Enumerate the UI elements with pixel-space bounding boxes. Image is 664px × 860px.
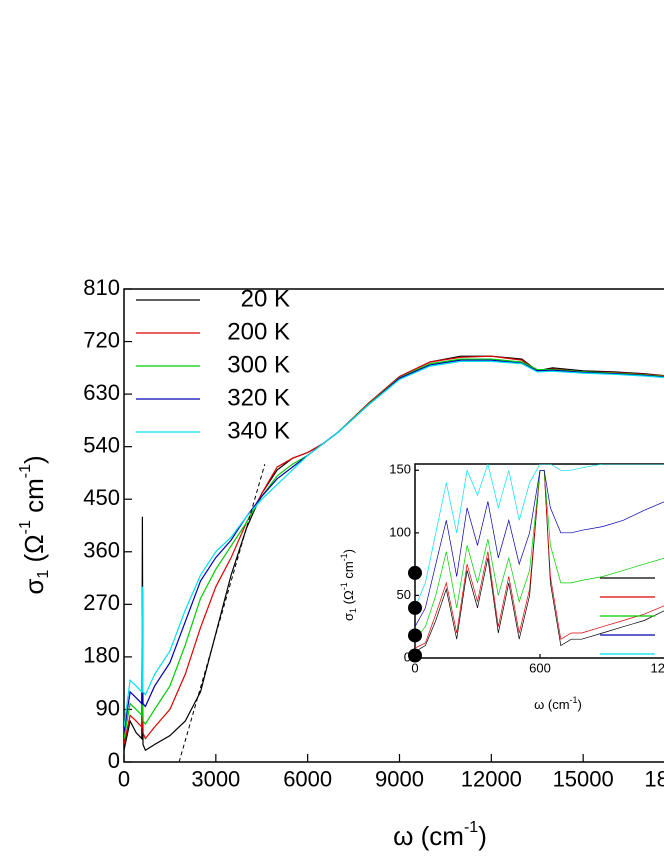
y-tick-label: 150 <box>389 462 411 477</box>
legend-label: 340 K <box>227 417 290 444</box>
x-axis-label: ω (cm-1) <box>393 819 487 851</box>
x-tick-label: 9000 <box>375 767 424 792</box>
y-tick-label: 100 <box>389 524 411 539</box>
y-tick-label: 720 <box>83 327 120 352</box>
x-tick-label: 1200 <box>651 660 664 675</box>
y-tick-label: 90 <box>96 695 120 720</box>
legend-label: 300 K <box>227 351 290 378</box>
series-line <box>415 469 664 627</box>
point <box>408 628 422 643</box>
x-tick-label: 18000 <box>644 767 664 792</box>
plot-frame <box>123 288 664 763</box>
x-tick-label: 0 <box>411 660 418 675</box>
x-tick-label: 12000 <box>461 767 522 792</box>
y-tick-label: 630 <box>83 380 120 405</box>
legend-label: 320 K <box>227 384 290 411</box>
series-line <box>124 358 664 739</box>
series-line <box>415 469 664 653</box>
inset-y-axis-label: σ1 (Ω-1 cm-1) <box>339 549 358 621</box>
inset-x-axis-label: ω (cm-1) <box>534 695 582 712</box>
y-tick-label: 810 <box>83 275 120 300</box>
x-tick-label: 6000 <box>283 767 332 792</box>
fit-line <box>178 464 266 763</box>
series-line <box>415 469 664 649</box>
point <box>408 600 422 615</box>
inset-background <box>415 464 664 658</box>
y-tick-label: 540 <box>83 432 120 457</box>
x-tick-label: 600 <box>529 660 551 675</box>
y-tick-label: 180 <box>83 643 120 668</box>
y-tick-label: 0 <box>404 649 411 664</box>
y-tick-label: 0 <box>108 748 120 773</box>
series-line <box>124 359 664 733</box>
series-line <box>415 464 664 609</box>
x-tick-label: 15000 <box>553 767 614 792</box>
point <box>408 648 422 663</box>
point <box>408 565 422 580</box>
y-axis-label: σ1 (Ω-1 cm-1) <box>17 455 52 594</box>
series-line <box>124 360 664 728</box>
y-tick-label: 50 <box>397 587 411 602</box>
y-tick-label: 450 <box>83 485 120 510</box>
x-tick-label: 3000 <box>191 767 240 792</box>
legend-label: 20 K <box>241 285 290 312</box>
series-line <box>415 469 664 640</box>
y-tick-label: 360 <box>83 538 120 563</box>
x-tick-label: 0 <box>118 767 130 792</box>
legend-label: 200 K <box>227 318 290 345</box>
y-tick-label: 270 <box>83 590 120 615</box>
